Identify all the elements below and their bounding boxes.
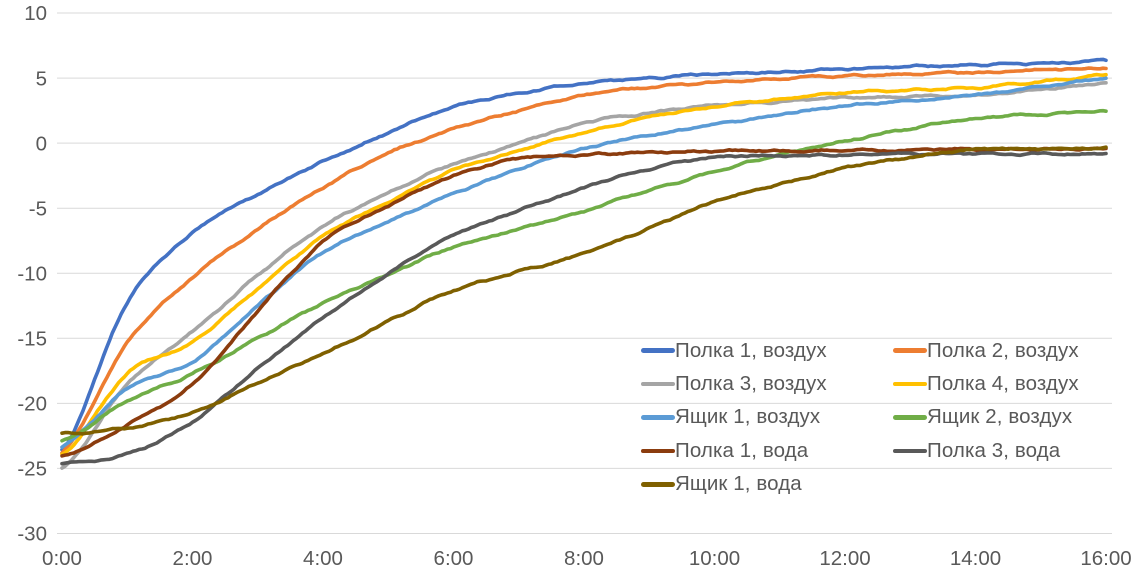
x-axis-tick-label: 0:00 <box>42 547 82 570</box>
y-axis-tick-label: -20 <box>17 393 47 416</box>
x-axis-tick-label: 12:00 <box>819 547 870 570</box>
legend-label: Полка 4, воздух <box>927 372 1079 396</box>
legend-label: Полка 3, вода <box>927 438 1061 462</box>
legend-item: Полка 4, воздух <box>893 372 1079 396</box>
legend-item: Полка 3, вода <box>893 439 1079 463</box>
legend-swatch-line <box>893 448 927 454</box>
legend-swatch-line <box>641 448 675 454</box>
series-line-6 <box>60 108 1108 443</box>
legend-label: Полка 1, вода <box>675 438 809 462</box>
legend-label: Ящик 2, воздух <box>927 405 1073 429</box>
y-axis-tick-label: 0 <box>36 132 47 155</box>
series-line-4 <box>60 72 1108 457</box>
legend-item: Полка 2, воздух <box>893 339 1079 363</box>
legend-label: Полка 2, воздух <box>927 338 1079 362</box>
series-line-5 <box>60 76 1108 450</box>
y-axis-tick-label: -5 <box>29 197 47 220</box>
x-axis-tick-label: 2:00 <box>173 547 213 570</box>
legend-swatch-line <box>893 348 927 353</box>
legend-label: Ящик 1, воздух <box>675 405 821 429</box>
x-axis-tick-label: 10:00 <box>689 547 740 570</box>
series-line-3 <box>60 81 1108 470</box>
series-line-1 <box>60 57 1108 452</box>
x-axis-tick-label: 14:00 <box>950 547 1001 570</box>
legend-label: Полка 3, воздух <box>675 372 827 396</box>
y-axis-tick-label: -25 <box>17 458 47 481</box>
legend-label: Ящик 1, вода <box>675 472 802 496</box>
legend-item: Ящик 1, воздух <box>641 405 893 429</box>
legend-item: Полка 1, вода <box>641 439 893 463</box>
x-axis-tick-label: 6:00 <box>434 547 474 570</box>
legend-swatch-line <box>641 381 675 387</box>
legend-item: Полка 1, воздух <box>641 339 893 363</box>
legend-swatch-line <box>893 381 927 387</box>
y-axis-tick-label: 5 <box>36 67 47 90</box>
x-axis-tick-label: 4:00 <box>303 547 343 570</box>
y-axis-tick-label: -15 <box>17 327 47 350</box>
legend-label: Полка 1, воздух <box>675 338 827 362</box>
series-line-2 <box>60 66 1108 455</box>
x-axis-tick-label: 8:00 <box>564 547 604 570</box>
series-line-9 <box>60 145 1108 436</box>
legend-item: Ящик 1, вода <box>641 472 893 496</box>
series-line-7 <box>60 146 1108 458</box>
legend-item: Ящик 2, воздух <box>893 405 1079 429</box>
legend-swatch-line <box>641 415 675 420</box>
legend-swatch-line <box>641 348 675 353</box>
y-axis-tick-label: -30 <box>17 523 47 546</box>
legend-swatch-line <box>893 415 927 420</box>
y-axis-tick-label: -10 <box>17 262 47 285</box>
legend-item: Полка 3, воздух <box>641 372 893 396</box>
legend-swatch-line <box>641 482 675 487</box>
chart-legend: Полка 1, воздух Полка 2, воздух Полка 3, в… <box>641 334 1079 501</box>
y-axis-tick-label: 10 <box>24 2 47 25</box>
x-axis-tick-label: 16:00 <box>1080 547 1131 570</box>
